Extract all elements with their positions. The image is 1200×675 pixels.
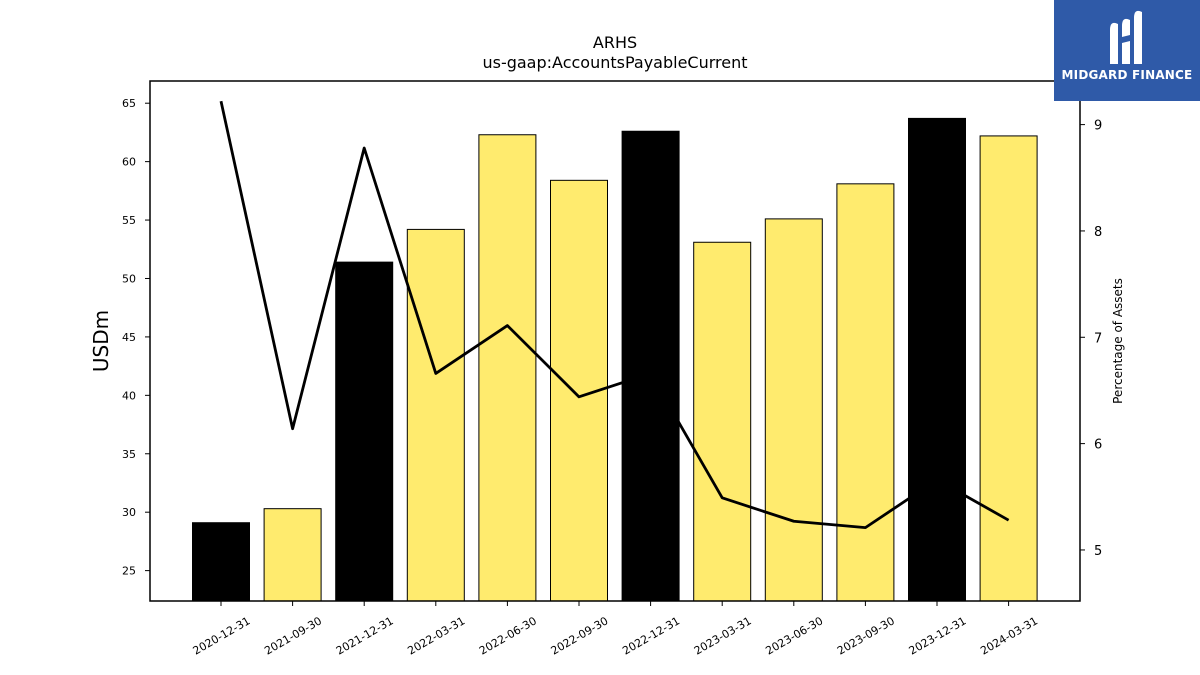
- y2-tick-label-6: 6: [1094, 438, 1102, 453]
- x-tick-label-2023-12-31: 2023-12-31: [907, 614, 969, 657]
- chart-subtitle: us-gaap:AccountsPayableCurrent: [482, 53, 747, 72]
- logo-text: MIDGARD FINANCE: [1061, 68, 1193, 82]
- y2-tick-label-9: 9: [1094, 119, 1102, 134]
- y-tick-label-55: 55: [122, 214, 136, 227]
- bar-2023-03-31: [693, 241, 752, 602]
- y-tick-label-40: 40: [122, 389, 136, 402]
- x-axis: 2020-12-31 2021-09-30 2021-12-31 2022-03-31…: [191, 601, 1040, 658]
- bar-2023-09-30: [836, 183, 895, 602]
- x-tick-label-2022-03-31: 2022-03-31: [405, 614, 467, 657]
- bar-2023-12-31: [908, 117, 966, 602]
- percentage-line: [219, 100, 1010, 530]
- y-tick-label-45: 45: [122, 331, 136, 344]
- y-axis-label: USDm: [89, 310, 113, 372]
- x-tick-label-2021-09-30: 2021-09-30: [262, 614, 324, 657]
- y-tick-label-30: 30: [122, 506, 136, 519]
- y-tick-label-35: 35: [122, 448, 136, 461]
- midgard-finance-logo: MIDGARD FINANCE: [1054, 0, 1200, 101]
- plot-frame: [149, 80, 1081, 602]
- y-tick-label-60: 60: [122, 156, 136, 169]
- bar-2023-06-30: [764, 218, 823, 602]
- chart-title: ARHS: [593, 33, 637, 52]
- y-tick-label-65: 65: [122, 97, 136, 110]
- x-tick-label-2023-06-30: 2023-06-30: [763, 614, 825, 657]
- bar-2021-12-31: [335, 261, 394, 602]
- line-series: [219, 100, 1010, 530]
- x-tick-label-2022-06-30: 2022-06-30: [477, 614, 539, 657]
- y-tick-label-50: 50: [122, 272, 136, 285]
- right-y-axis: 5 6 7 8 9: [1080, 119, 1102, 559]
- y2-tick-label-8: 8: [1094, 225, 1102, 240]
- left-y-axis: 25 30 35 40 45 50 55 60 65: [122, 97, 150, 578]
- x-tick-label-2023-03-31: 2023-03-31: [692, 614, 754, 657]
- y-tick-label-25: 25: [122, 565, 136, 578]
- bar-2024-03-31: [979, 135, 1038, 602]
- bar-2020-12-31: [192, 522, 250, 602]
- x-tick-label-2021-12-31: 2021-12-31: [334, 614, 396, 657]
- bar-2022-06-30: [478, 134, 537, 602]
- x-tick-label-2022-12-31: 2022-12-31: [620, 614, 682, 657]
- x-tick-label-2022-09-30: 2022-09-30: [549, 614, 611, 657]
- bar-2022-12-31: [621, 130, 680, 602]
- y2-axis-label: Percentage of Assets: [1111, 278, 1125, 404]
- x-tick-label-2020-12-31: 2020-12-31: [191, 614, 253, 657]
- x-tick-label-2024-03-31: 2024-03-31: [978, 614, 1040, 657]
- bar-series: [192, 117, 1038, 602]
- midgard-logo-icon: [1110, 10, 1142, 64]
- x-tick-label-2023-09-30: 2023-09-30: [835, 614, 897, 657]
- bar-2022-03-31: [406, 228, 465, 602]
- bar-2021-09-30: [263, 508, 322, 602]
- y2-tick-label-5: 5: [1094, 544, 1102, 559]
- y2-tick-label-7: 7: [1094, 331, 1102, 346]
